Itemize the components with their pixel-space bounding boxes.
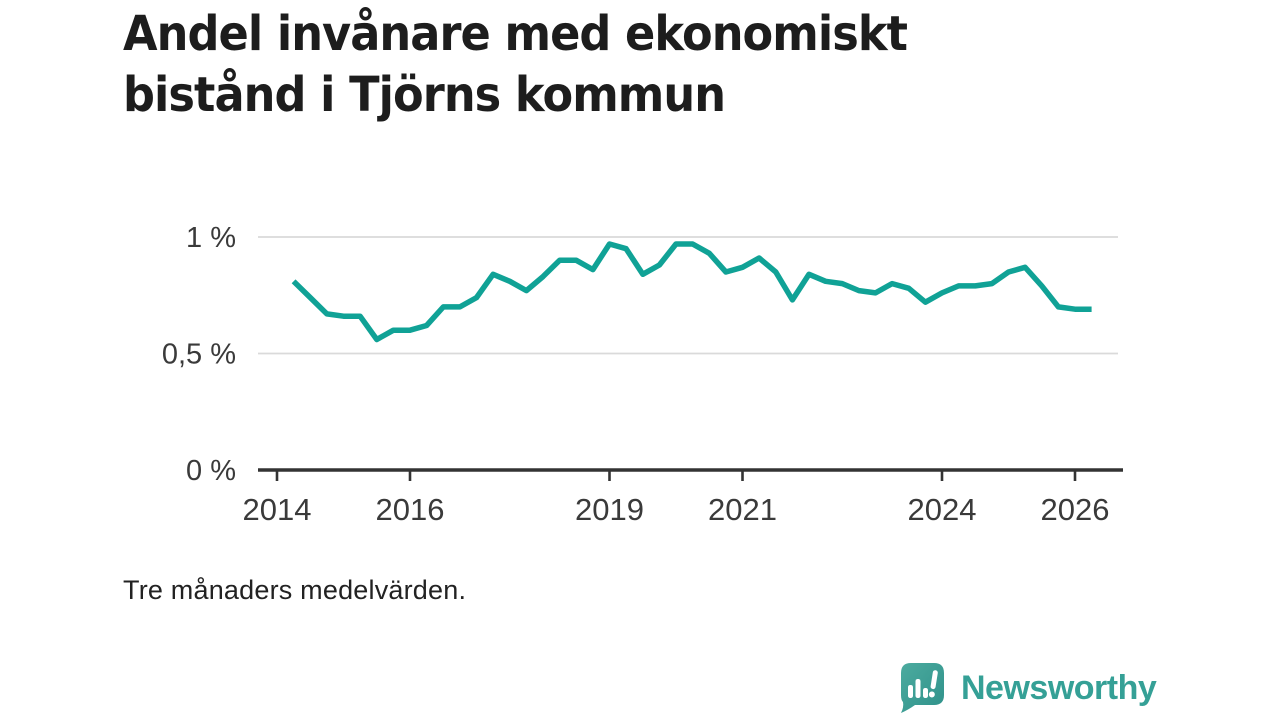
x-tick-label: 2021 (708, 492, 777, 527)
y-tick-label: 0 % (186, 455, 236, 487)
x-tick-label: 2026 (1041, 492, 1110, 527)
x-tick-label: 2024 (908, 492, 977, 527)
bar-chart-speech-bubble-icon (901, 663, 944, 713)
chart-title-line1: Andel invånare med ekonomiskt (123, 6, 908, 62)
newsworthy-logo: Newsworthy (898, 662, 1157, 714)
x-tick-label: 2019 (575, 492, 644, 527)
data-line (291, 241, 1092, 343)
y-tick-label: 0,5 % (162, 339, 236, 371)
x-tick-label: 2016 (376, 492, 445, 527)
x-tick-label: 2014 (243, 492, 312, 527)
brand-name: Newsworthy (961, 669, 1157, 707)
chart-footnote: Tre månaders medelvärden. (123, 575, 467, 605)
chart-title-line2: bistånd i Tjörns kommun (123, 67, 726, 123)
chart-title: Andel invånare med ekonomiskt bistånd i … (123, 4, 908, 126)
y-tick-label: 1 % (186, 222, 236, 254)
